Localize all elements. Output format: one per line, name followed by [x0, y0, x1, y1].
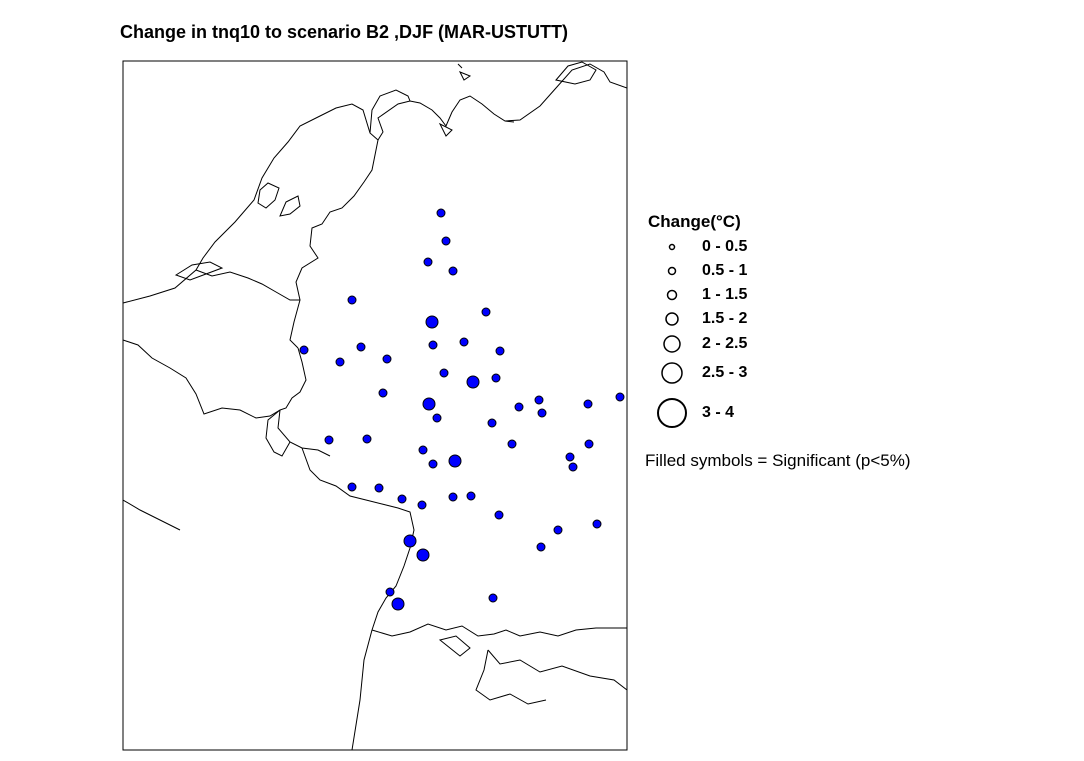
coastline-baltic [504, 63, 627, 122]
station-marker [615, 392, 625, 402]
station-marker [553, 525, 563, 535]
station-marker [584, 439, 594, 449]
coastline-denmark [369, 89, 411, 134]
station-marker [466, 491, 476, 501]
coastline-ijsselmeer [257, 182, 280, 209]
station-marker [488, 593, 498, 603]
border-switzerland [351, 629, 373, 750]
station-marker [324, 435, 334, 445]
border-luxembourg [265, 409, 291, 457]
significance-note: Filled symbols = Significant (p<5%) [645, 451, 911, 470]
station-marker [495, 346, 505, 356]
station-marker [592, 519, 602, 529]
legend-symbol-3 [665, 312, 679, 326]
legend-title: Change(°C) [648, 212, 741, 231]
border-be-de [277, 347, 331, 457]
station-marker [448, 266, 458, 276]
station-marker [374, 483, 384, 493]
legend-label-6: 3 - 4 [702, 404, 735, 421]
station-marker [439, 368, 449, 378]
coastline-delta [174, 261, 224, 281]
border-be-fr [123, 339, 281, 419]
border-liechtenstein [475, 649, 547, 705]
station-marker [416, 548, 430, 562]
station-marker [397, 494, 407, 504]
station-marker [417, 500, 427, 510]
island-baltic [555, 61, 597, 85]
station-marker [362, 434, 372, 444]
station-marker [481, 307, 491, 317]
legend-label-2: 1 - 1.5 [702, 286, 748, 303]
legend-label-5: 2.5 - 3 [702, 364, 748, 381]
station-marker [514, 402, 524, 412]
station-marker [436, 208, 446, 218]
legend-label-3: 1.5 - 2 [702, 310, 748, 327]
legend-symbol-1 [667, 266, 677, 276]
coastline-wadden [279, 195, 301, 217]
border-alps [487, 649, 627, 691]
station-marker [423, 257, 433, 267]
island-rugen [457, 63, 472, 81]
station-marker [403, 534, 417, 548]
station-marker [565, 452, 575, 462]
border-nl-de [289, 139, 379, 349]
legend-symbol-4 [663, 335, 681, 353]
legend-symbol-0 [668, 243, 676, 251]
border-lake [438, 635, 471, 657]
station-marker [335, 357, 345, 367]
station-marker [428, 340, 438, 350]
map-title: Change in tnq10 to scenario B2 ,DJF (MAR… [120, 22, 569, 42]
station-marker [494, 510, 504, 520]
station-marker [382, 354, 392, 364]
station-markers [299, 208, 625, 611]
map-frame [122, 60, 628, 751]
station-marker [583, 399, 593, 409]
station-marker [378, 388, 388, 398]
station-marker [356, 342, 366, 352]
border-nl-be [195, 269, 300, 301]
station-marker [491, 373, 501, 383]
station-marker [299, 345, 309, 355]
legend-symbols [657, 243, 687, 428]
legend-symbol-2 [666, 289, 678, 301]
station-marker [391, 597, 405, 611]
legend-symbol-5 [661, 362, 683, 384]
legend-symbol-6 [657, 398, 687, 428]
station-marker [448, 454, 462, 468]
station-marker [459, 337, 469, 347]
station-marker [428, 459, 438, 469]
station-marker [537, 408, 547, 418]
legend-label-0: 0 - 0.5 [702, 238, 748, 255]
station-marker [487, 418, 497, 428]
station-marker [448, 492, 458, 502]
station-marker [568, 462, 578, 472]
legend-label-1: 0.5 - 1 [702, 262, 748, 279]
border-france-east [123, 499, 181, 531]
legend-label-4: 2 - 2.5 [702, 335, 748, 352]
station-marker [432, 413, 442, 423]
station-marker [347, 482, 357, 492]
station-marker [425, 315, 439, 329]
station-marker [418, 445, 428, 455]
station-marker [422, 397, 436, 411]
border-de-ch-at [371, 623, 627, 637]
station-marker [507, 439, 517, 449]
station-marker [536, 542, 546, 552]
station-marker [466, 375, 480, 389]
island-wadden-1 [438, 122, 453, 137]
station-marker [347, 295, 357, 305]
station-marker [534, 395, 544, 405]
station-marker [385, 587, 395, 597]
station-marker [441, 236, 451, 246]
